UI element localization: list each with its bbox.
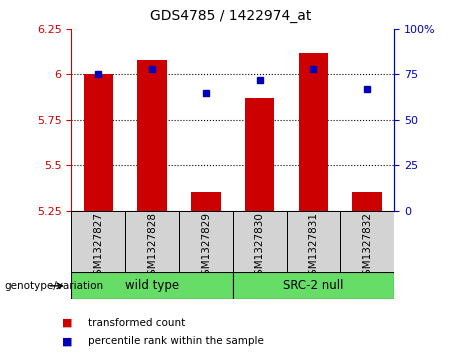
Bar <box>71 272 233 299</box>
Bar <box>191 192 221 211</box>
Text: ■: ■ <box>62 336 73 346</box>
Bar <box>245 98 274 211</box>
Bar <box>299 53 328 211</box>
Bar <box>233 272 394 299</box>
Bar <box>233 211 287 272</box>
Text: GSM1327830: GSM1327830 <box>254 212 265 282</box>
Text: GSM1327832: GSM1327832 <box>362 212 372 282</box>
Bar <box>125 211 179 272</box>
Text: GDS4785 / 1422974_at: GDS4785 / 1422974_at <box>150 9 311 23</box>
Text: GSM1327828: GSM1327828 <box>147 212 157 282</box>
Bar <box>71 211 125 272</box>
Text: transformed count: transformed count <box>88 318 185 328</box>
Bar <box>353 192 382 211</box>
Text: ■: ■ <box>62 318 73 328</box>
Bar <box>340 211 394 272</box>
Text: GSM1327827: GSM1327827 <box>93 212 103 282</box>
Bar <box>287 211 340 272</box>
Text: GSM1327831: GSM1327831 <box>308 212 319 282</box>
Bar <box>83 74 113 211</box>
Text: wild type: wild type <box>125 280 179 292</box>
Bar <box>179 211 233 272</box>
Text: genotype/variation: genotype/variation <box>5 281 104 291</box>
Text: percentile rank within the sample: percentile rank within the sample <box>88 336 264 346</box>
Bar <box>137 60 167 211</box>
Text: SRC-2 null: SRC-2 null <box>283 280 344 292</box>
Text: GSM1327829: GSM1327829 <box>201 212 211 282</box>
